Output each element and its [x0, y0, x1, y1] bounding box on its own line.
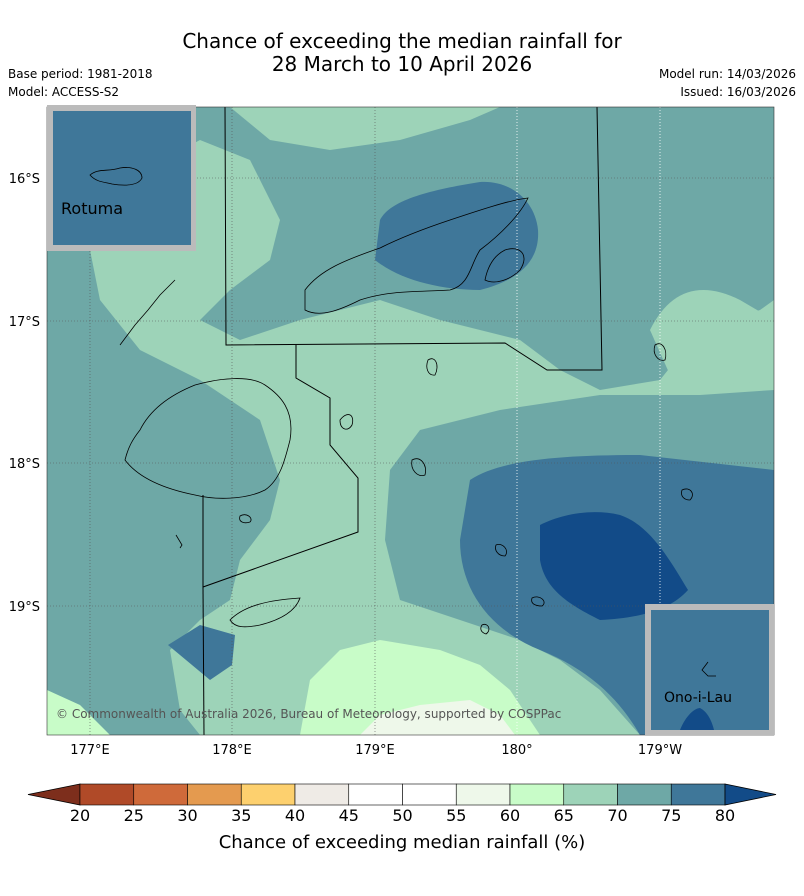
island-yasawa: [119, 279, 176, 346]
ono-i-lau-label: Ono-i-Lau: [664, 690, 732, 706]
chart-title: Chance of exceeding the median rainfall …: [0, 30, 804, 76]
meta-left: Base period: 1981-2018 Model: ACCESS-S2: [8, 65, 153, 101]
colorbar-bin-75: [670, 783, 726, 806]
colorbar-tick-80: 80: [714, 806, 736, 825]
island-vanua-levu: [304, 197, 529, 314]
colorbar-bin-60: [509, 783, 565, 806]
island-ovalau: [339, 414, 354, 430]
island-lau-5: [480, 623, 490, 635]
issued-date: Issued: 16/03/2026: [680, 85, 796, 99]
region-65-70: [90, 140, 774, 735]
island-lau-6: [175, 534, 183, 549]
ono-i-lau-island: [701, 661, 716, 677]
region-75-80-west: [168, 625, 235, 680]
island-kadavu: [229, 597, 301, 628]
model-name: Model: ACCESS-S2: [8, 85, 120, 99]
colorbar-tick-60: 60: [499, 806, 521, 825]
lat-label-18s: 18°S: [9, 457, 40, 472]
region-75-80-north: [375, 181, 539, 290]
colorbar-ticks: 20 25 30 35 40 45 50 55 60 65 70 75 80: [0, 806, 804, 828]
rotuma-island: [89, 167, 143, 186]
colorbar-tick-20: 20: [69, 806, 91, 825]
colorbar-bin-55: [455, 783, 511, 806]
island-viti-levu: [124, 378, 292, 499]
division-boundaries: [202, 107, 603, 735]
region-60-65-sw: [47, 690, 110, 735]
rotuma-inset: Rotuma: [47, 105, 196, 251]
island-lau-1: [653, 343, 667, 361]
island-outlines: [119, 197, 693, 635]
colorbar-tick-70: 70: [607, 806, 628, 825]
lat-label-17s: 17°S: [9, 315, 40, 330]
colorbar-tick-25: 25: [123, 806, 144, 825]
colorbar: [27, 783, 777, 806]
colorbar-bin-40: [294, 783, 350, 806]
model-run: Model run: 14/03/2026: [658, 67, 796, 81]
lat-lon-grid: [47, 107, 774, 735]
colorbar-bin-50: [402, 783, 457, 806]
colorbar-tick-30: 30: [177, 806, 198, 825]
colorbar-bin-35: [240, 783, 296, 806]
region-55-60: [360, 700, 515, 735]
map-frame: [46, 106, 775, 736]
island-lau-4: [531, 596, 545, 607]
title-line-1: Chance of exceeding the median rainfall …: [182, 29, 622, 53]
colorbar-bin-70: [617, 783, 672, 806]
colorbar-bin-30: [187, 783, 242, 806]
colorbar-tick-40: 40: [284, 806, 306, 825]
colorbar-label: Chance of exceeding median rainfall (%): [218, 832, 586, 853]
base-period: Base period: 1981-2018: [8, 67, 153, 81]
colorbar-bin-20: [79, 783, 135, 806]
colorbar-under-arrow: [27, 783, 81, 806]
island-moala: [426, 358, 438, 376]
lat-label-16s: 16°S: [9, 172, 40, 187]
region-80-plus: [540, 512, 688, 620]
colorbar-bin-25: [133, 783, 188, 806]
island-lau-3: [495, 543, 507, 557]
region-65-70-top: [230, 107, 500, 150]
lon-label-179e: 179°E: [355, 743, 395, 758]
rotuma-label: Rotuma: [61, 199, 123, 218]
axis-labels: 16°S 17°S 18°S 19°S 177°E 178°E 179°E 18…: [9, 172, 683, 758]
colorbar-tick-50: 50: [392, 806, 413, 825]
lon-label-177e: 177°E: [70, 743, 110, 758]
copyright-text: © Commonwealth of Australia 2026, Bureau…: [56, 707, 561, 721]
colorbar-over-arrow: [724, 783, 777, 806]
colorbar-bin-65: [563, 783, 618, 806]
colorbar-tick-75: 75: [661, 806, 682, 825]
colorbar-bin-45: [348, 783, 403, 806]
region-65-70-east: [650, 290, 774, 385]
colorbar-tick-45: 45: [338, 806, 359, 825]
meta-right: Model run: 14/03/2026 Issued: 16/03/2026: [659, 65, 796, 101]
lat-label-19s: 19°S: [9, 600, 40, 615]
colorbar-tick-35: 35: [231, 806, 252, 825]
lon-label-178e: 178°E: [212, 743, 252, 758]
island-lau-2: [681, 488, 693, 501]
colorbar-tick-55: 55: [446, 806, 467, 825]
island-lakeba: [411, 458, 427, 477]
colorbar-tick-65: 65: [553, 806, 574, 825]
island-lau-7: [239, 514, 252, 524]
lon-label-179w: 179°W: [638, 743, 682, 758]
lon-label-180: 180°: [501, 743, 532, 758]
island-taveuni: [484, 248, 525, 283]
title-line-2: 28 March to 10 April 2026: [271, 52, 533, 76]
ono-i-lau-inset: Ono-i-Lau: [645, 604, 774, 735]
